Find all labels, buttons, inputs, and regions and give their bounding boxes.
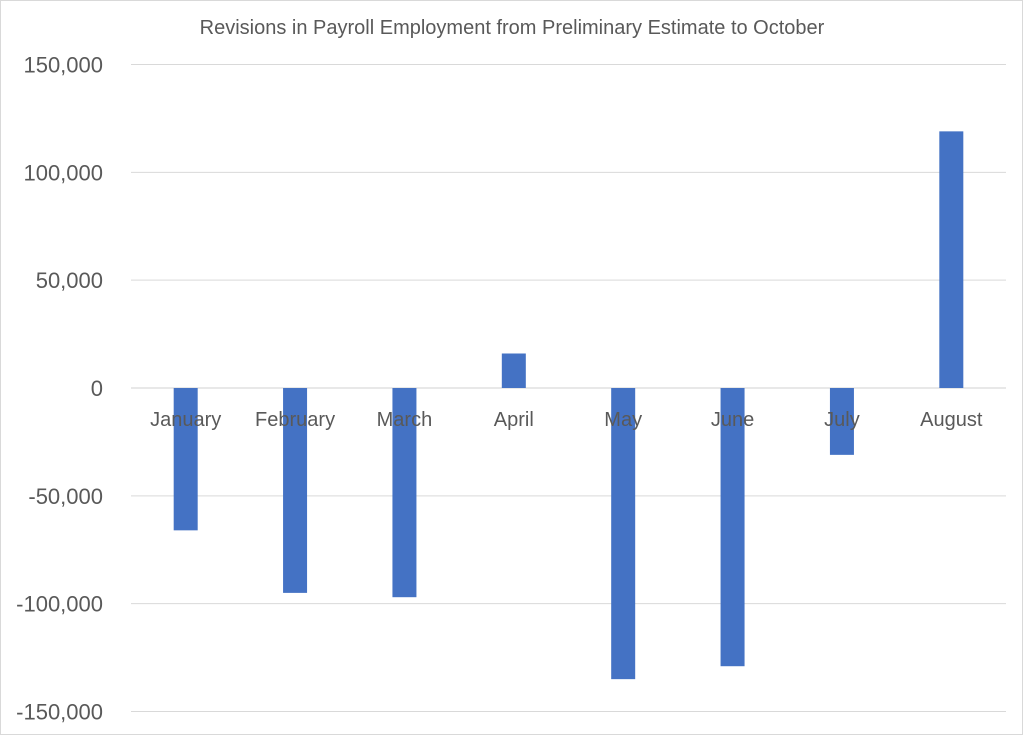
- x-tick-label: March: [377, 409, 433, 431]
- x-tick-label: June: [711, 409, 754, 431]
- gridlines: [131, 64, 1006, 712]
- bar-july: [829, 388, 854, 455]
- y-axis-labels: 150,000 100,000 50,000 0 -50,000 -100,000 -150…: [16, 53, 103, 725]
- bar-march: [392, 388, 417, 598]
- x-tick-label: February: [255, 409, 335, 431]
- chart-title: Revisions in Payroll Employment from Pre…: [200, 17, 825, 39]
- y-tick-label: -150,000: [16, 700, 103, 725]
- y-tick-label: 50,000: [36, 268, 103, 293]
- y-tick-label: 100,000: [23, 160, 103, 185]
- y-tick-label: -100,000: [16, 592, 103, 617]
- bar-august: [939, 131, 964, 388]
- bars: [173, 131, 964, 680]
- x-tick-label: April: [494, 409, 534, 431]
- x-tick-label: August: [920, 409, 983, 431]
- y-tick-label: 150,000: [23, 53, 103, 78]
- bar-april: [501, 353, 526, 388]
- bar-january: [173, 388, 198, 531]
- x-tick-label: May: [604, 409, 642, 431]
- y-tick-label: -50,000: [28, 484, 103, 509]
- y-tick-label: 0: [91, 376, 103, 401]
- x-tick-label: January: [150, 409, 221, 431]
- bar-february: [283, 388, 308, 593]
- x-axis-labels: January February March April May June July Augu…: [150, 409, 983, 431]
- bar-may: [611, 388, 636, 680]
- bar-june: [720, 388, 745, 667]
- x-tick-label: July: [824, 409, 860, 431]
